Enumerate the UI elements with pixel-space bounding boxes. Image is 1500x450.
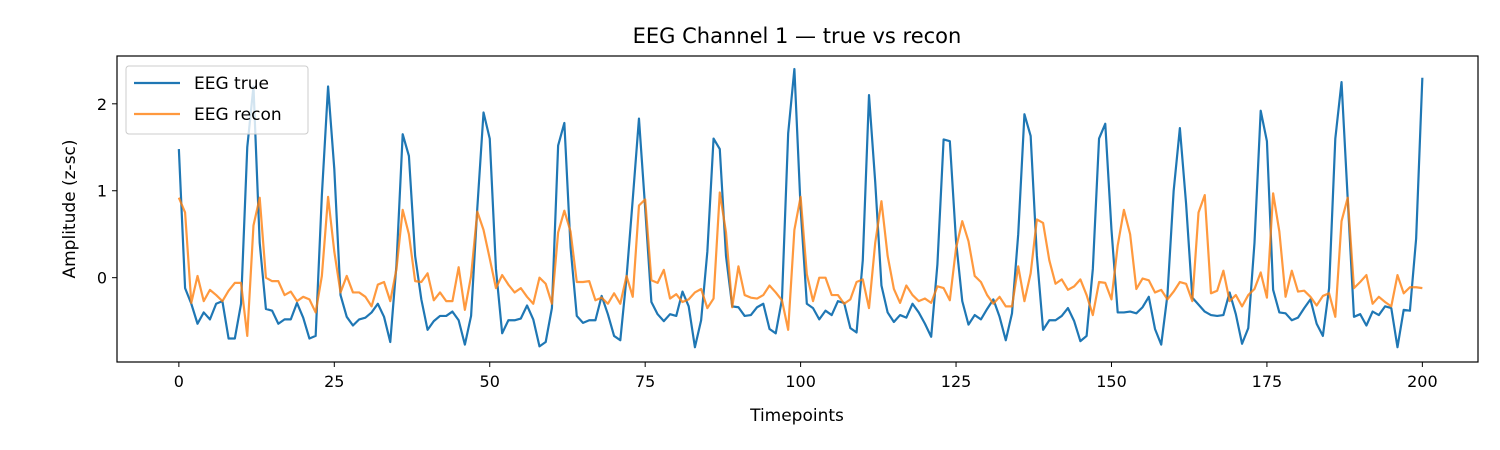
x-axis-label: Timepoints [749, 406, 844, 426]
x-tick-label: 0 [174, 372, 184, 391]
x-tick-label: 175 [1252, 372, 1283, 391]
x-tick-label: 100 [785, 372, 816, 391]
legend: EEG true EEG recon [125, 65, 309, 135]
y-tick-label: 2 [97, 95, 107, 114]
y-tick-label: 0 [97, 269, 107, 288]
x-tick-label: 200 [1407, 372, 1438, 391]
y-axis-label: Amplitude (z-sc) [60, 139, 80, 278]
series-layer [177, 67, 1424, 349]
x-tick-label: 50 [480, 372, 500, 391]
y-axis: 0 1 2 [97, 95, 117, 288]
plot-frame [116, 55, 1479, 363]
x-tick-label: 25 [324, 372, 344, 391]
x-axis: 0 25 50 75 100 125 150 175 200 [174, 362, 1438, 391]
legend-label: EEG true [194, 74, 269, 94]
x-tick-label: 150 [1096, 372, 1127, 391]
y-tick-label: 1 [97, 182, 107, 201]
legend-label: EEG recon [194, 105, 282, 125]
chart-title: EEG Channel 1 — true vs recon [633, 24, 962, 48]
x-tick-label: 125 [941, 372, 972, 391]
series-line-eeg-recon [177, 191, 1423, 338]
x-tick-label: 75 [635, 372, 655, 391]
